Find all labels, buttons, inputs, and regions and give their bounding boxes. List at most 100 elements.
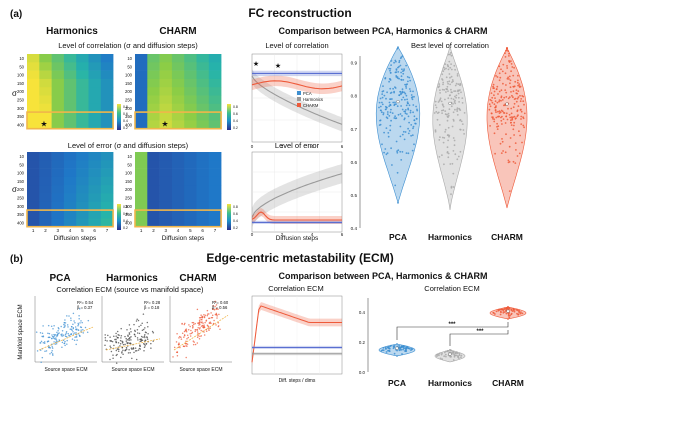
violin-point: [445, 67, 447, 70]
scatter-point: [140, 338, 142, 340]
scatter-point: [66, 339, 68, 342]
violin-point: [446, 146, 449, 149]
scatter-point: [79, 335, 81, 337]
scatter-point: [77, 322, 79, 325]
violin-point: [400, 348, 403, 351]
violin-point: [501, 123, 503, 125]
heatmap-cell: [147, 218, 160, 227]
scatter-pca: R²= 0.54β = 0.37 Source space ECM: [34, 296, 97, 373]
violin-point: [492, 83, 495, 86]
violin-median: [396, 99, 400, 104]
heatmap-cell: [135, 176, 148, 186]
violin-point: [446, 151, 449, 153]
heatmap-cell: [39, 160, 52, 169]
scatter-point: [119, 345, 121, 347]
scatter-point: [60, 325, 62, 328]
violin-point: [489, 98, 492, 101]
violin-point: [441, 88, 444, 91]
scatter-point: [109, 358, 111, 361]
violin-point: [494, 313, 496, 315]
diffusion-tick: 3: [56, 228, 59, 233]
scatter-point: [66, 315, 68, 317]
violin-point: [488, 103, 491, 106]
scatter-point: [78, 308, 81, 310]
scatter-point: [172, 356, 174, 358]
violin-point: [493, 90, 496, 93]
heatmap-cell: [196, 160, 210, 169]
scatter-point: [74, 322, 76, 324]
heatmap-cell: [184, 95, 197, 105]
scatter-point: [136, 332, 139, 334]
scatter-point: [144, 344, 146, 347]
scatter-point: [197, 327, 199, 329]
diffusion-tick: 4: [177, 228, 180, 233]
violin-point: [379, 97, 382, 100]
violin-point: [514, 162, 517, 165]
violin-point: [448, 60, 451, 63]
sigma-tick: 100: [125, 171, 133, 176]
violin-point: [520, 115, 523, 118]
violin-point: [446, 64, 449, 66]
scatter-point: [54, 343, 56, 345]
heatmap-cell: [184, 120, 197, 129]
violin-point: [449, 83, 451, 86]
heatmap-cell: [39, 168, 52, 178]
scatter-point: [121, 340, 123, 342]
violin-pca-body: [375, 46, 421, 205]
heatmap-cell: [159, 210, 173, 219]
colorbar-tick: 0.2: [233, 226, 238, 230]
violin-point: [441, 358, 444, 361]
heatmap-corr-title: Level of correlation (σ and diffusion st…: [58, 41, 198, 50]
violin-point: [381, 143, 383, 146]
heatmap-cell: [63, 152, 77, 161]
violin-point: [447, 350, 449, 352]
colorbar-tick: 0.4: [233, 119, 238, 123]
violin-point: [513, 121, 516, 124]
violin-point: [457, 355, 459, 357]
scatter-point: [49, 352, 51, 355]
scatter-point: [192, 321, 195, 324]
violin-point: [505, 115, 508, 118]
violin-point: [523, 103, 525, 106]
heatmap-cell: [39, 112, 52, 121]
violin-label: PCA: [389, 232, 407, 242]
scatter-xlabel: Source space ECM: [179, 367, 222, 373]
heatmap-cell: [88, 70, 102, 80]
violin-point: [456, 110, 459, 112]
scatter-point: [70, 328, 73, 330]
scatter-point: [40, 361, 42, 364]
charm-line: [251, 305, 342, 363]
scatter-point: [71, 338, 74, 340]
heatmap-cell: [39, 152, 52, 161]
scatter-point: [208, 329, 210, 332]
scatter-point: [206, 314, 209, 317]
violin-point: [450, 105, 453, 108]
sigma-tick: 150: [17, 179, 25, 184]
heatmap-cell: [135, 87, 148, 96]
violin-point: [454, 108, 456, 111]
heatmap-cell: [208, 218, 222, 227]
scatter-point: [138, 325, 140, 328]
violin-point: [505, 96, 508, 98]
scatter-point: [72, 331, 74, 333]
violin-point: [400, 159, 403, 161]
violin-median: [448, 352, 452, 356]
violin-point: [398, 344, 400, 347]
heatmap-cell: [27, 112, 40, 121]
violin-point: [390, 60, 393, 62]
violin-point: [406, 101, 409, 103]
heatmap-cell: [147, 160, 160, 169]
violin-point: [393, 345, 395, 348]
violin-point: [394, 86, 396, 88]
diffusion-tick: 3: [164, 228, 167, 233]
violin-point: [384, 105, 387, 108]
scatter-point: [194, 343, 197, 346]
heatmap-cell: [100, 185, 114, 194]
violin-point: [496, 85, 499, 88]
violin-point: [409, 109, 412, 112]
scatter-point: [119, 343, 122, 345]
scatter-point: [70, 317, 72, 319]
violin-point: [404, 349, 407, 351]
violin-point: [504, 56, 507, 58]
violin-point: [448, 108, 451, 111]
